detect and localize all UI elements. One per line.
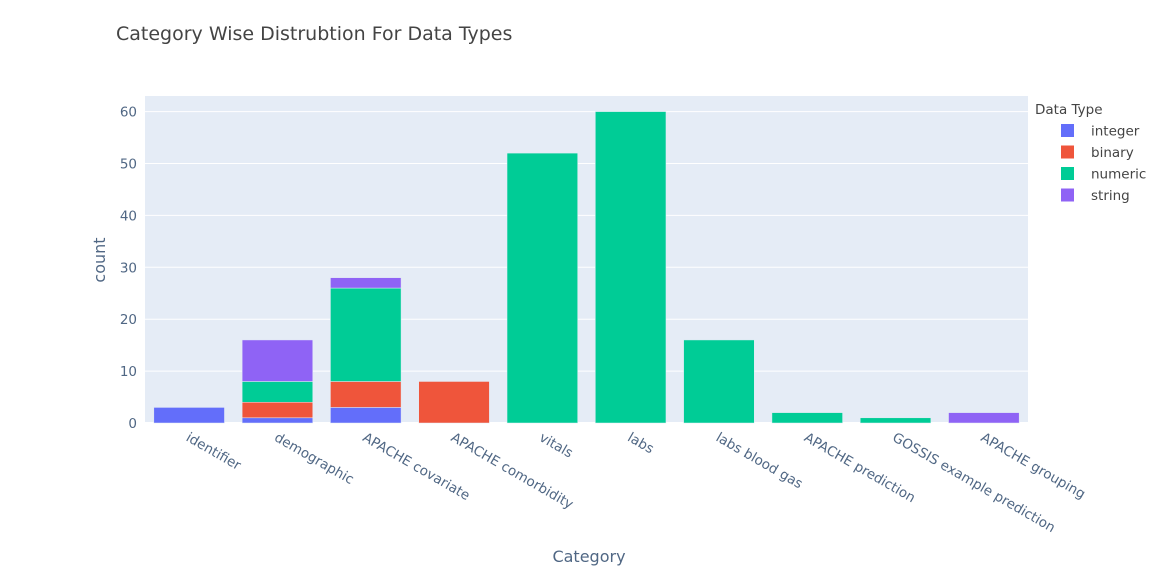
bar-segment [506,152,578,424]
bar-segment [330,381,402,408]
bars [153,111,1020,424]
bar-segment [771,412,843,424]
x-tick-label: labs [625,430,657,458]
legend-item-label: string [1091,188,1130,204]
bar-segment [859,417,932,424]
legend-title: Data Type [1035,102,1103,118]
y-axis-ticks: 0 10 20 30 40 50 60 [120,105,137,432]
legend: Data Type integer binary numeric string [1035,102,1146,204]
y-axis-title: count [90,237,109,282]
legend-swatch [1061,124,1074,137]
x-axis-title: Category [552,547,625,566]
x-tick-label: labs blood gas [713,430,805,493]
y-tick-label: 60 [120,105,137,121]
legend-item-label: binary [1091,145,1134,161]
legend-item-label: numeric [1091,167,1146,183]
bar-segment [241,339,314,382]
bar-segment [153,407,225,424]
x-axis-ticks: identifier demographic APACHE covariateAPA… [183,430,1088,536]
x-tick-label: identifier [183,430,244,474]
bar-segment [241,401,314,419]
bar-segment [683,339,755,424]
x-tick-label: GOSSIS example prediction [890,430,1058,536]
legend-swatch [1061,145,1074,159]
y-tick-label: 0 [128,416,137,432]
y-tick-label: 30 [120,260,137,276]
bar-segment [330,287,402,382]
chart-title: Category Wise Distrubtion For Data Types [116,23,512,45]
bar-segment [595,111,667,424]
legend-swatch [1061,167,1074,180]
bar-segment [241,417,314,424]
y-tick-label: 40 [120,208,137,224]
bar-segment [330,277,402,289]
x-tick-label: demographic [271,430,356,488]
bar-segment [948,412,1020,424]
legend-item-label: integer [1091,124,1140,140]
y-tick-label: 10 [120,364,137,380]
bar-segment [330,407,402,424]
legend-swatch [1061,188,1074,202]
y-tick-label: 20 [120,312,137,328]
bar-segment [418,381,490,424]
bar-segment [241,381,314,403]
x-tick-label: vitals [536,430,575,462]
y-tick-label: 50 [120,156,137,172]
